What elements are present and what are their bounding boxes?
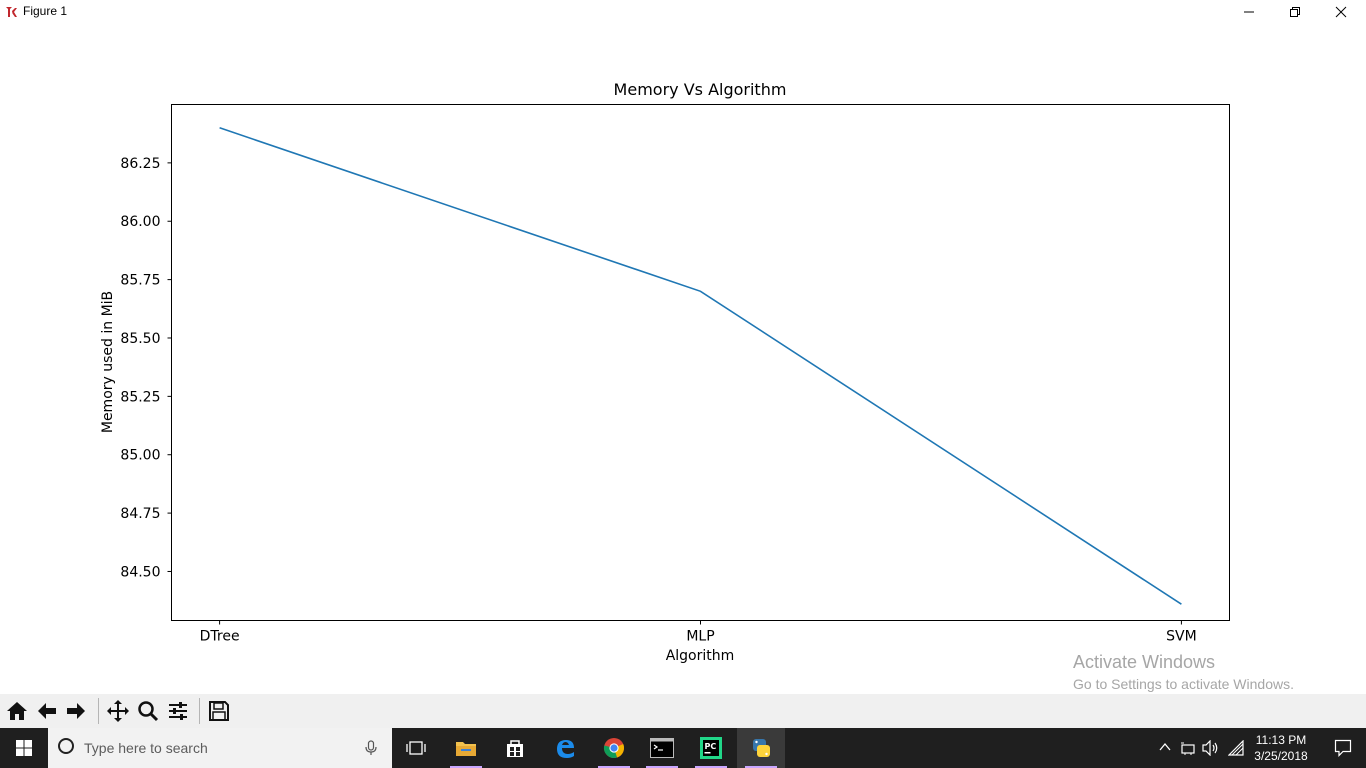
x-tick-label: DTree	[200, 629, 240, 645]
start-button[interactable]	[0, 728, 48, 768]
taskbar-search-box[interactable]: Type here to search	[48, 728, 392, 768]
home-icon	[7, 702, 27, 720]
x-tick-label: SVM	[1166, 629, 1197, 645]
wifi-icon[interactable]	[1228, 740, 1244, 756]
taskbar-clock[interactable]: 11:13 PM 3/25/2018	[1248, 732, 1314, 764]
microphone-icon[interactable]	[364, 740, 378, 756]
action-center-button[interactable]	[1320, 728, 1366, 768]
windows-taskbar: Type here to search	[0, 728, 1366, 768]
home-button[interactable]	[4, 697, 30, 725]
chevron-up-icon[interactable]	[1158, 740, 1172, 754]
pycharm-button[interactable]: PC	[687, 728, 735, 768]
back-button[interactable]	[34, 697, 60, 725]
y-tick-label: 85.00	[120, 448, 160, 464]
x-tick-label: MLP	[686, 629, 714, 645]
navigation-toolbar	[0, 694, 1366, 728]
configure-subplots-button[interactable]	[165, 697, 191, 725]
close-button[interactable]	[1318, 0, 1364, 24]
zoom-button[interactable]	[135, 697, 161, 725]
volume-icon[interactable]	[1202, 740, 1220, 756]
watermark-subtitle: Go to Settings to activate Windows.	[1073, 676, 1294, 692]
file-explorer-icon	[456, 742, 476, 756]
search-placeholder: Type here to search	[84, 740, 208, 756]
notification-icon	[1334, 739, 1352, 757]
y-tick-label: 86.25	[120, 156, 160, 172]
watermark-title: Activate Windows	[1073, 652, 1216, 672]
python-icon	[753, 739, 770, 757]
network-icon[interactable]	[1180, 740, 1196, 756]
x-axis-label: Algorithm	[666, 648, 735, 664]
activate-windows-watermark: Activate Windows Go to Settings to activ…	[1073, 651, 1294, 694]
y-tick-label: 86.00	[120, 214, 160, 230]
tk-feather-icon	[6, 7, 17, 17]
minimize-button[interactable]	[1226, 0, 1272, 24]
plot-area-frame	[171, 104, 1230, 621]
configure-subplots-icon	[169, 702, 187, 720]
y-tick-label: 85.50	[120, 331, 160, 347]
cortana-icon	[58, 738, 74, 754]
edge-icon	[557, 740, 574, 758]
figure-canvas[interactable]: Memory Vs Algorithm 84.50 84.75 85.00 85.25…	[0, 24, 1366, 694]
restore-button[interactable]	[1272, 0, 1318, 24]
file-explorer-button[interactable]	[442, 728, 490, 768]
y-tick-label: 85.25	[120, 389, 160, 405]
close-icon	[1335, 6, 1347, 18]
command-prompt-button[interactable]	[638, 728, 686, 768]
toolbar-separator	[199, 698, 200, 724]
windows-logo-icon	[16, 740, 32, 756]
pycharm-icon: PC	[700, 737, 722, 759]
clock-date: 3/25/2018	[1254, 749, 1308, 763]
forward-arrow-icon	[67, 703, 85, 719]
window-titlebar: Figure 1	[0, 0, 1366, 24]
line-chart: Memory Vs Algorithm 84.50 84.75 85.00 85.25…	[100, 80, 1230, 664]
save-icon	[209, 701, 229, 721]
y-tick-label: 84.50	[120, 564, 160, 580]
task-view-icon	[406, 741, 426, 755]
restore-icon	[1290, 7, 1300, 17]
series-line	[219, 127, 1182, 605]
clock-time: 11:13 PM	[1255, 733, 1307, 747]
chrome-button[interactable]	[590, 728, 638, 768]
y-tick-label: 84.75	[120, 506, 160, 522]
task-view-button[interactable]	[392, 728, 440, 768]
edge-button[interactable]	[541, 728, 589, 768]
zoom-icon	[138, 701, 159, 722]
y-axis-label: Memory used in MiB	[100, 291, 116, 433]
save-button[interactable]	[206, 697, 232, 725]
back-arrow-icon	[38, 703, 56, 719]
chrome-icon	[603, 738, 625, 758]
chart-title: Memory Vs Algorithm	[614, 80, 787, 99]
toolbar-separator	[98, 698, 99, 724]
python-button[interactable]	[737, 728, 785, 768]
pan-icon	[107, 700, 129, 722]
store-button[interactable]	[491, 728, 539, 768]
pan-button[interactable]	[105, 697, 131, 725]
store-icon	[507, 740, 523, 757]
svg-text:PC: PC	[705, 742, 717, 751]
minimize-icon	[1244, 11, 1254, 13]
y-tick-label: 85.75	[120, 273, 160, 289]
forward-button[interactable]	[63, 697, 89, 725]
cmd-icon	[650, 738, 674, 758]
window-title: Figure 1	[23, 4, 68, 18]
